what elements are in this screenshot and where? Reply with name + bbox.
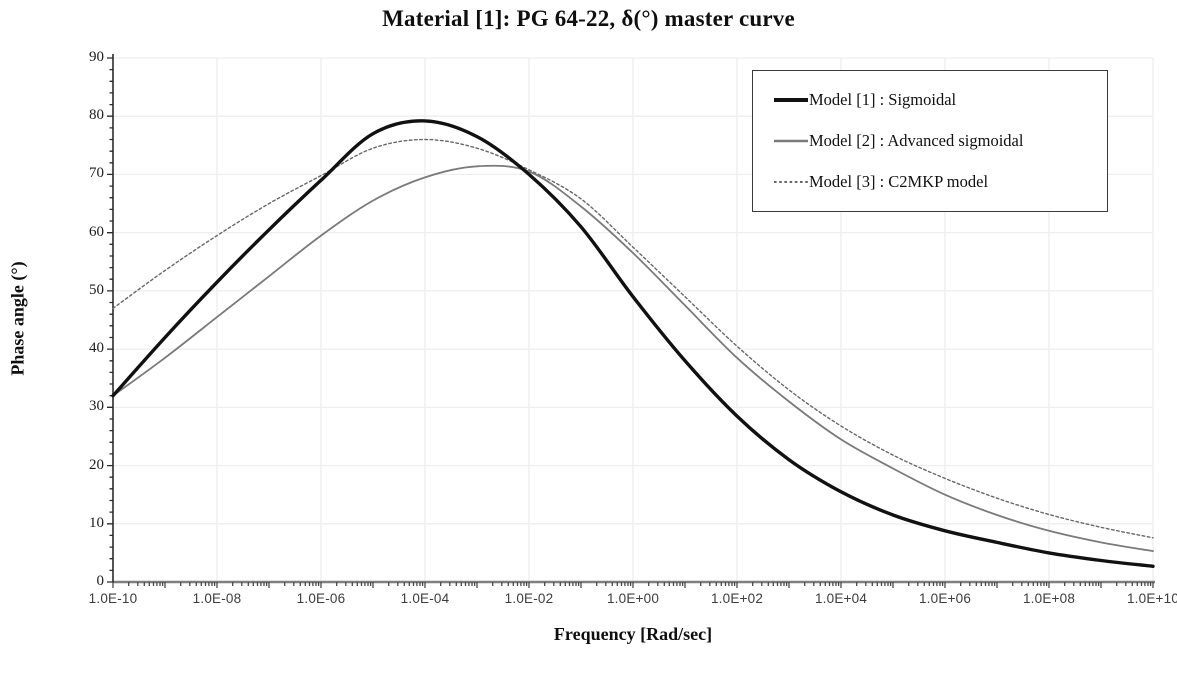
y-tick-label: 40 (89, 340, 104, 357)
x-tick-label: 1.0E+04 (814, 591, 868, 606)
legend-line-sample-sigmoidal (774, 97, 808, 102)
x-tick-label: 1.0E+00 (606, 591, 660, 606)
x-tick-label: 1.0E+10 (1126, 591, 1177, 606)
x-tick-label: 1.0E+02 (710, 591, 764, 606)
series-curve-1 (111, 119, 1155, 568)
legend-label-model-2: Model [2] : Advanced sigmoidal (809, 130, 1024, 150)
x-tick-label: 1.0E+08 (1022, 591, 1076, 606)
y-axis-ticks (107, 57, 113, 583)
x-tick-label: 1.0E-06 (296, 591, 346, 606)
legend: Model [1] : Sigmoidal Model [2] : Advanc… (752, 70, 1108, 212)
series-curve-3 (112, 138, 1154, 539)
legend-line-sample-advanced-sigmoidal (774, 139, 808, 143)
y-tick-label: 20 (89, 456, 104, 473)
x-tick-label: 1.0E+06 (918, 591, 972, 606)
x-tick-label: 1.0E-04 (400, 591, 450, 606)
y-tick-label: 50 (89, 281, 104, 298)
legend-label-model-1: Model [1] : Sigmoidal (809, 89, 957, 109)
x-tick-label: 1.0E-02 (504, 591, 554, 606)
y-tick-label: 90 (89, 49, 104, 65)
legend-line-sample-c2mkp (774, 181, 808, 184)
chart-title: Material [1]: PG 64-22, δ(°) master curv… (382, 6, 795, 31)
y-tick-label: 30 (89, 398, 104, 415)
x-axis-title: Frequency [Rad/sec] (553, 624, 713, 644)
legend-item-model-2: Model [2] : Advanced sigmoidal (773, 131, 1101, 151)
series-curve-2 (112, 164, 1154, 552)
x-tick-label: 1.0E-10 (88, 591, 138, 606)
legend-label-model-3: Model [3] : C2MKP model (809, 172, 989, 192)
y-tick-label: 0 (96, 573, 105, 589)
x-tick-label: 1.0E-08 (192, 591, 242, 606)
legend-item-model-3: Model [3] : C2MKP model (773, 172, 1101, 192)
y-tick-label: 60 (89, 223, 104, 240)
y-tick-label: 10 (89, 514, 104, 531)
x-axis-ticks (112, 582, 1154, 588)
y-tick-label: 70 (89, 165, 104, 182)
y-tick-label: 80 (89, 107, 104, 124)
legend-item-model-1: Model [1] : Sigmoidal (773, 90, 1101, 110)
